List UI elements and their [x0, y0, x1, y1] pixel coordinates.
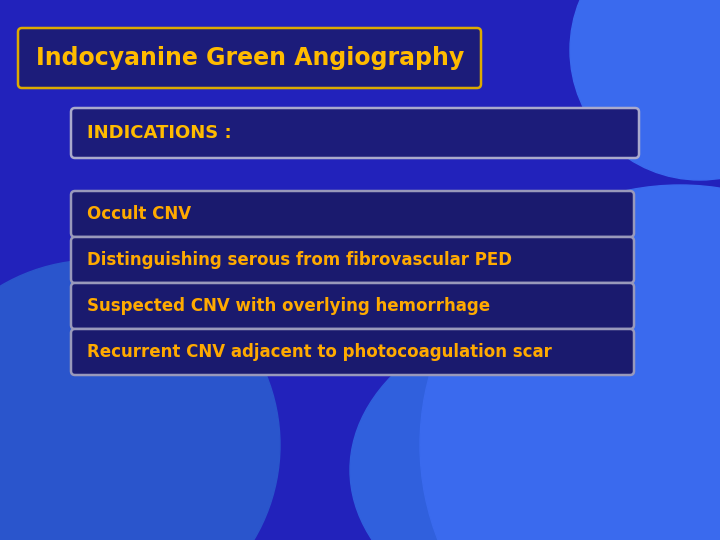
Text: INDICATIONS :: INDICATIONS : — [87, 124, 232, 142]
Text: Suspected CNV with overlying hemorrhage: Suspected CNV with overlying hemorrhage — [87, 297, 490, 315]
FancyBboxPatch shape — [18, 28, 481, 88]
Circle shape — [0, 260, 280, 540]
Text: Indocyanine Green Angiography: Indocyanine Green Angiography — [36, 46, 464, 70]
Text: Occult CNV: Occult CNV — [87, 205, 191, 223]
FancyBboxPatch shape — [71, 108, 639, 158]
FancyBboxPatch shape — [71, 191, 634, 237]
Text: Distinguishing serous from fibrovascular PED: Distinguishing serous from fibrovascular… — [87, 251, 512, 269]
Text: Recurrent CNV adjacent to photocoagulation scar: Recurrent CNV adjacent to photocoagulati… — [87, 343, 552, 361]
Circle shape — [420, 185, 720, 540]
Circle shape — [570, 0, 720, 180]
FancyBboxPatch shape — [71, 329, 634, 375]
FancyBboxPatch shape — [71, 237, 634, 283]
Ellipse shape — [350, 300, 720, 540]
FancyBboxPatch shape — [71, 283, 634, 329]
